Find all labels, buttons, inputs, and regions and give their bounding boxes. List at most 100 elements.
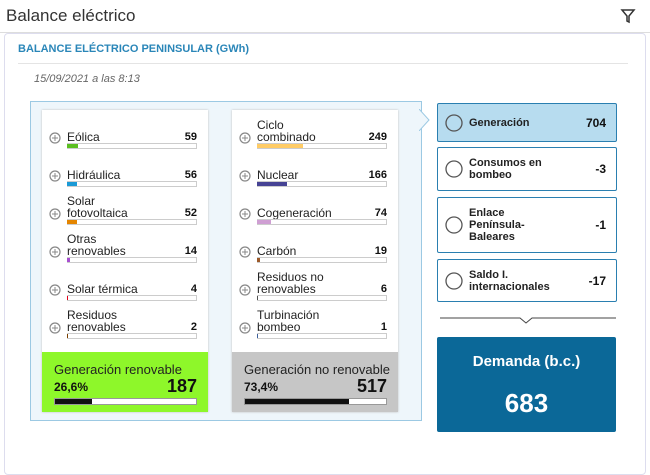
- source-value: 4: [191, 283, 197, 295]
- separator: [18, 63, 628, 64]
- bar-track: [257, 143, 387, 149]
- source-label: Solar térmica: [67, 283, 155, 295]
- icon: [444, 159, 464, 179]
- source-row: Solar fotovoltaica 52: [42, 190, 208, 227]
- bar-track: [244, 398, 387, 405]
- icon: [238, 131, 252, 145]
- total-share: 26,6%: [54, 380, 88, 394]
- header-title: Balance eléctrico: [6, 6, 135, 26]
- source-value: 166: [369, 169, 387, 181]
- total-share: 73,4%: [244, 380, 278, 394]
- group-total: Generación no renovable 73,4% 517: [232, 352, 398, 412]
- source-label: Turbinación bombeo: [257, 309, 345, 333]
- icon: [444, 113, 464, 133]
- page: Balance eléctrico BALANCE ELÉCTRICO PENI…: [0, 0, 650, 462]
- demand-value: 683: [437, 388, 616, 419]
- bar: [257, 258, 260, 262]
- bar: [67, 258, 70, 262]
- summary-box: Generación 704: [437, 103, 617, 142]
- demand-label: Demanda (b.c.): [437, 353, 616, 370]
- source-row: Otras renovables 14: [42, 228, 208, 265]
- icon: [238, 321, 252, 335]
- bar-track: [257, 219, 387, 225]
- summary-box: Enlace Península-Baleares-1: [437, 197, 617, 253]
- divider: [440, 312, 616, 326]
- source-label: Hidráulica: [67, 169, 155, 181]
- bar-track: [67, 333, 197, 339]
- bar-track: [257, 257, 387, 263]
- source-row: Turbinación bombeo 1: [232, 304, 398, 341]
- source-value: 2: [191, 321, 197, 333]
- icon: [48, 131, 62, 145]
- source-value: 19: [375, 245, 387, 257]
- bar: [257, 144, 303, 148]
- bar: [55, 399, 92, 404]
- source-row: Hidráulica 56: [42, 152, 208, 189]
- source-row: Solar térmica 4: [42, 266, 208, 303]
- source-row: Nuclear 166: [232, 152, 398, 189]
- icon: [238, 207, 252, 221]
- source-label: Ciclo combinado: [257, 119, 345, 143]
- source-label: Eólica: [67, 131, 155, 143]
- bar-track: [67, 219, 197, 225]
- bar: [67, 296, 68, 300]
- bar-track: [67, 143, 197, 149]
- bar: [67, 182, 77, 186]
- bar: [245, 399, 349, 404]
- bar-track: [257, 181, 387, 187]
- icon: [444, 271, 464, 291]
- header: Balance eléctrico: [0, 0, 650, 33]
- total-label: Generación renovable: [54, 362, 182, 377]
- summary-label: Generación: [469, 117, 559, 129]
- source-label: Cogeneración: [257, 207, 345, 219]
- total-label: Generación no renovable: [244, 362, 390, 377]
- source-value: 74: [375, 207, 387, 219]
- source-value: 52: [185, 207, 197, 219]
- panel-title: BALANCE ELÉCTRICO PENINSULAR (GWh): [18, 43, 249, 55]
- summary-box: Saldo I. internacionales -17: [437, 259, 617, 302]
- icon: [444, 215, 464, 235]
- icon: [48, 207, 62, 221]
- icon: [238, 283, 252, 297]
- filter-icon[interactable]: [620, 8, 636, 24]
- source-value: 1: [381, 321, 387, 333]
- summary-label: Enlace Península-Baleares: [469, 207, 559, 243]
- source-value: 56: [185, 169, 197, 181]
- bar: [257, 182, 287, 186]
- bar-track: [54, 398, 197, 405]
- bar-track: [257, 333, 387, 339]
- source-label: Residuos renovables: [67, 309, 155, 333]
- source-value: 14: [185, 245, 197, 257]
- source-label: Solar fotovoltaica: [67, 195, 155, 219]
- pointer: [419, 109, 431, 131]
- source-row: Residuos renovables 2: [42, 304, 208, 341]
- icon: [238, 245, 252, 259]
- bar: [257, 296, 258, 300]
- summary-label: Saldo I. internacionales: [469, 269, 559, 293]
- source-label: Nuclear: [257, 169, 345, 181]
- summary-label: Consumos en bombeo: [469, 157, 559, 181]
- source-row: Cogeneración 74: [232, 190, 398, 227]
- bar-track: [67, 181, 197, 187]
- total-value: 187: [167, 376, 197, 397]
- icon: [238, 169, 252, 183]
- summary-box: Consumos en bombeo -3: [437, 147, 617, 191]
- demand-box: Demanda (b.c.) 683: [437, 337, 616, 432]
- summary-value: -17: [589, 274, 606, 288]
- bar-track: [67, 257, 197, 263]
- bar: [67, 144, 78, 148]
- summary-value: -3: [595, 162, 606, 176]
- source-value: 6: [381, 283, 387, 295]
- icon: [48, 283, 62, 297]
- total-value: 517: [357, 376, 387, 397]
- summary-value: 704: [586, 116, 606, 130]
- source-label: Otras renovables: [67, 233, 155, 257]
- bar-track: [257, 295, 387, 301]
- group-total: Generación renovable 26,6% 187: [42, 352, 208, 412]
